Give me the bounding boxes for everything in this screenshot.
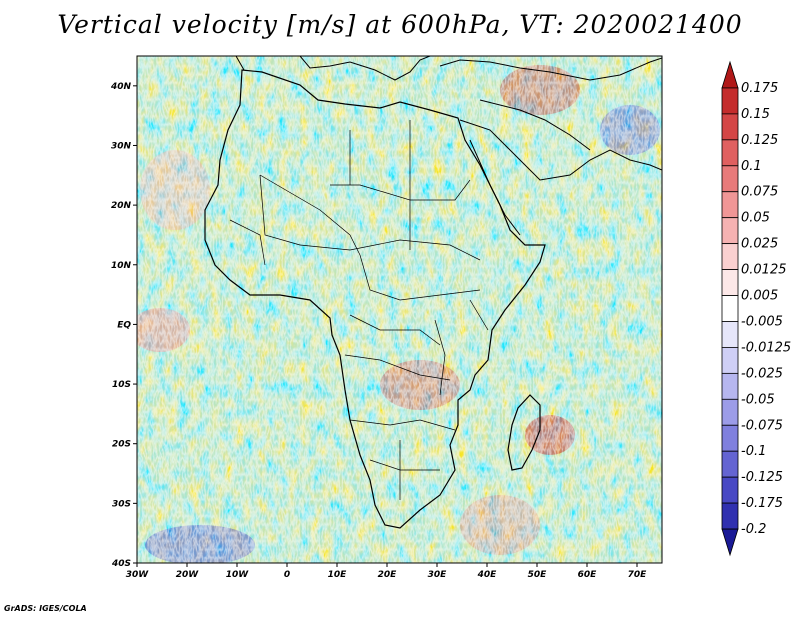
colorbar-level-label: -0.0125	[741, 340, 791, 355]
colorbar-swatch	[721, 87, 739, 115]
colorbar-swatch	[721, 243, 739, 270]
lon-tick-label: 10E	[328, 570, 348, 580]
colorbar-swatch	[721, 269, 739, 296]
latitude-axis: 40N 30N 20N 10N EQ 10S 20S 30S 40S	[110, 82, 137, 569]
lon-tick-label: 50E	[528, 570, 548, 580]
colorbar-level-label: 0.1	[741, 159, 762, 174]
colorbar-level-label: -0.175	[741, 496, 783, 511]
colorbar-swatch	[721, 372, 739, 400]
colorbar-swatch	[721, 217, 739, 245]
lon-tick-label: 20W	[176, 570, 200, 580]
lat-tick-label: 40N	[110, 82, 132, 92]
colorbar-level-label: 0.125	[741, 133, 778, 148]
lat-tick-label: 20S	[112, 440, 131, 450]
grads-credit: GrADS: IGES/COLA	[4, 604, 87, 613]
lon-tick-label: 30W	[126, 570, 150, 580]
colorbar-swatch	[721, 502, 739, 530]
lat-tick-label: 30S	[112, 499, 131, 509]
lon-tick-label: 40E	[477, 570, 498, 580]
colorbar-swatch	[721, 60, 739, 89]
colorbar-level-label: 0.15	[741, 107, 770, 122]
colorbar-level-label: -0.1	[741, 444, 766, 459]
colorbar-swatch	[721, 476, 739, 504]
colorbar-swatch	[721, 450, 739, 478]
lon-tick-label: 0	[284, 570, 290, 580]
lat-tick-label: EQ	[117, 320, 131, 330]
lat-tick-label: 10S	[112, 380, 131, 390]
colorbar: 0.175 0.15 0.125 0.1 0.075 0.05 0.025 0.0125 0.0…	[721, 60, 791, 557]
colorbar-swatch	[721, 528, 739, 557]
coastline-europe-asia	[235, 56, 662, 236]
lon-tick-label: 30E	[428, 570, 448, 580]
longitude-axis: 30W 20W 10W 0 10E 20E 30E 40E 50E 60E 70E	[126, 563, 647, 580]
lon-tick-label: 60E	[578, 570, 598, 580]
colorbar-swatch	[721, 165, 739, 193]
plot-frame	[136, 55, 663, 564]
lat-tick-label: 10N	[111, 261, 132, 271]
country-borders	[229, 120, 489, 500]
colorbar-level-label: 0.175	[741, 81, 778, 96]
colorbar-level-label: -0.05	[741, 392, 775, 407]
lat-tick-label: 30N	[111, 141, 132, 151]
coastline-madagascar	[507, 394, 541, 471]
colorbar-swatch	[721, 191, 739, 219]
velocity-field	[137, 56, 662, 563]
coastline-africa	[204, 69, 546, 529]
lat-tick-label: 20N	[111, 201, 132, 211]
colorbar-level-label: 0.025	[741, 237, 778, 252]
colorbar-swatch	[721, 424, 739, 452]
colorbar-level-label: 0.075	[741, 185, 778, 200]
colorbar-swatch	[721, 139, 739, 167]
colorbar-level-label: -0.005	[741, 314, 783, 329]
colorbar-swatch	[721, 295, 739, 322]
colorbar-level-label: -0.025	[741, 366, 783, 381]
colorbar-swatch	[721, 398, 739, 426]
lon-tick-label: 70E	[628, 570, 648, 580]
colorbar-level-label: 0.005	[741, 289, 778, 304]
colorbar-level-label: 0.05	[741, 211, 770, 226]
colorbar-level-label: -0.075	[741, 418, 783, 433]
map-title: Vertical velocity [m/s] at 600hPa, VT: 2…	[57, 10, 743, 39]
lon-tick-label: 20E	[378, 570, 398, 580]
lat-tick-label: 40S	[111, 559, 131, 569]
lon-tick-label: 10W	[226, 570, 250, 580]
colorbar-level-label: 0.0125	[741, 263, 787, 278]
colorbar-swatch	[721, 347, 739, 374]
colorbar-level-label: -0.2	[741, 522, 766, 537]
colorbar-level-label: -0.125	[741, 470, 783, 485]
colorbar-swatch	[721, 113, 739, 141]
colorbar-swatch	[721, 321, 739, 348]
